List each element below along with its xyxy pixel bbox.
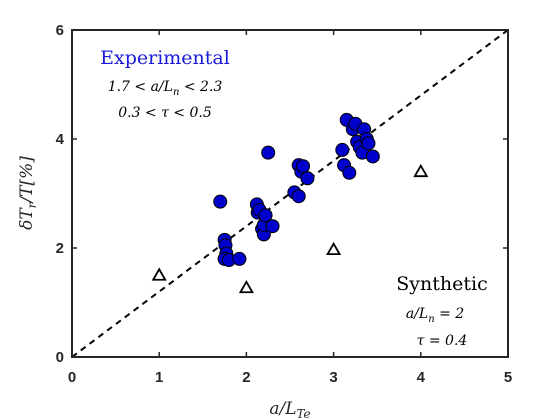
plot-frame: [71, 29, 509, 358]
experimental-point: [342, 165, 357, 180]
experimental-point: [291, 189, 306, 204]
reference-dashed-line: [71, 29, 509, 358]
synthetic-points: [151, 163, 429, 294]
experimental-point: [300, 171, 315, 186]
y-tick-label: 2: [56, 240, 64, 257]
experimental-condition-2: 0.3 < τ < 0.5: [118, 105, 212, 121]
x-axis-label: a/LTe: [269, 399, 310, 420]
y-tick-label: 0: [56, 349, 64, 366]
axis-ticks: 0 1 2 3 4 5 0 2 4 6: [56, 22, 513, 386]
experimental-point: [296, 159, 311, 174]
synthetic-point: [151, 267, 167, 281]
x-tick-label: 1: [155, 369, 163, 386]
synthetic-point: [326, 241, 342, 256]
experimental-point: [365, 149, 380, 164]
experimental-point: [213, 194, 228, 209]
experimental-points: [213, 112, 380, 267]
y-tick-label: 4: [56, 131, 65, 148]
experimental-point: [361, 136, 376, 151]
x-tick-label: 4: [417, 369, 426, 386]
synthetic-condition-1: a/Ln = 2: [406, 306, 464, 325]
x-tick-label: 2: [242, 369, 250, 386]
synthetic-point: [238, 279, 254, 294]
synthetic-point: [413, 163, 429, 178]
reference-line-layer: [71, 29, 509, 358]
synthetic-condition-2: τ = 0.4: [417, 333, 468, 349]
x-tick-label: 3: [329, 369, 337, 386]
experimental-condition-1: 1.7 < a/Ln < 2.3: [108, 79, 223, 98]
experimental-point: [258, 208, 273, 223]
y-tick-label: 6: [56, 22, 64, 39]
y-axis-label: δTr/T[%]: [17, 156, 39, 230]
x-tick-label: 0: [68, 369, 76, 386]
experimental-point: [261, 145, 276, 160]
x-tick-label: 5: [504, 369, 512, 386]
experimental-title: Experimental: [100, 47, 230, 69]
experimental-point: [335, 142, 350, 157]
synthetic-title: Synthetic: [396, 273, 487, 295]
experimental-point: [265, 219, 280, 234]
experimental-point: [232, 251, 247, 266]
